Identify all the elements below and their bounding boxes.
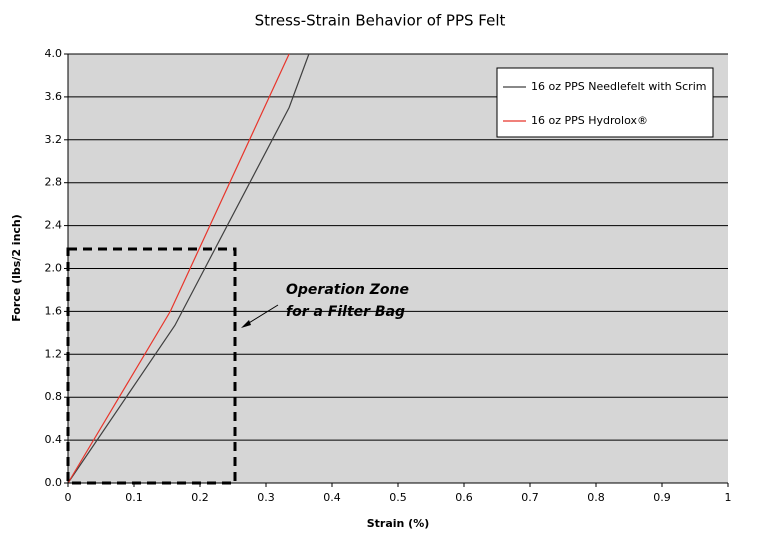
annotation: for a Filter Bag — [286, 304, 405, 320]
y-tick-label: 4.0 — [45, 47, 63, 60]
annotation: Operation Zone — [286, 282, 409, 298]
x-tick-label: 0.5 — [389, 491, 407, 504]
x-axis-label: Strain (%) — [367, 517, 430, 530]
y-tick-label: 3.2 — [45, 133, 63, 146]
legend-label: 16 oz PPS Needlefelt with Scrim — [531, 80, 706, 93]
legend — [496, 67, 714, 138]
x-tick-label: 0.3 — [257, 491, 275, 504]
x-tick-label: 1 — [725, 491, 732, 504]
y-tick-label: 0.4 — [45, 433, 63, 446]
x-tick-label: 0 — [65, 491, 72, 504]
y-tick-label: 2.0 — [45, 262, 63, 275]
x-tick-label: 0.9 — [653, 491, 671, 504]
x-tick-label: 0.7 — [521, 491, 539, 504]
y-tick-label: 1.2 — [45, 347, 63, 360]
y-tick-label: 0.8 — [45, 390, 63, 403]
arrow-head — [241, 320, 251, 328]
chart-title: Stress-Strain Behavior of PPS Felt — [255, 12, 506, 30]
series-line — [67, 53, 310, 484]
y-tick-label: 0.0 — [45, 476, 63, 489]
x-tick-label: 0.2 — [191, 491, 209, 504]
x-tick-label: 0.8 — [587, 491, 605, 504]
series-line — [67, 53, 290, 484]
y-tick-label: 1.6 — [45, 304, 63, 317]
x-tick-label: 0.1 — [125, 491, 143, 504]
x-tick-label: 0.6 — [455, 491, 473, 504]
y-axis-label: Force (lbs/2 inch) — [10, 214, 23, 322]
y-tick-label: 2.4 — [45, 219, 63, 232]
y-tick-label: 3.6 — [45, 90, 63, 103]
x-tick-label: 0.4 — [323, 491, 341, 504]
y-tick-label: 2.8 — [45, 176, 63, 189]
legend-label: 16 oz PPS Hydrolox® — [531, 114, 648, 127]
